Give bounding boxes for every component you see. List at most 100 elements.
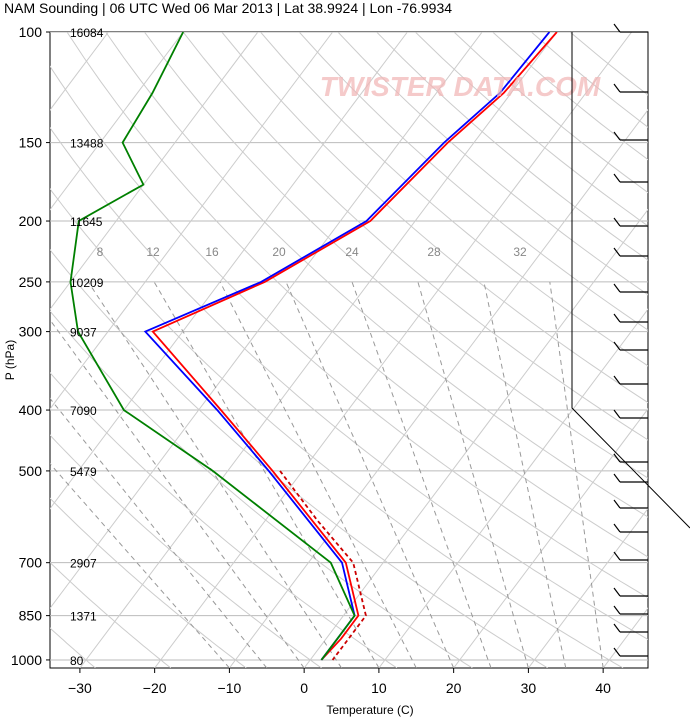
moist-adiabat	[50, 319, 305, 668]
y-tick-label: 400	[19, 402, 43, 418]
dry-adiabat	[50, 188, 624, 668]
y-tick-label: 1000	[11, 652, 42, 668]
wind-barb	[613, 247, 648, 257]
dry-adiabat	[50, 310, 473, 668]
mixing-ratio-label: 16	[205, 245, 219, 259]
series-line-2	[69, 32, 356, 661]
wind-barb	[613, 647, 648, 657]
wind-barb-flag	[613, 409, 621, 419]
wind-barb	[613, 313, 648, 323]
wind-barb-flag	[613, 605, 621, 615]
dry-adiabat	[182, 32, 648, 441]
height-label: 7090	[70, 404, 97, 418]
moist-adiabat	[87, 281, 342, 668]
wind-barb-flag	[613, 23, 621, 33]
wind-barb-flag	[613, 217, 621, 227]
wind-barb-flag	[613, 131, 621, 141]
y-tick-label: 250	[19, 274, 43, 290]
wind-barb	[613, 453, 648, 463]
wind-barb	[613, 587, 648, 597]
wind-barb-flag	[613, 587, 621, 597]
moist-adiabat	[549, 281, 604, 668]
dry-adiabat	[50, 372, 398, 668]
wind-barb	[613, 173, 648, 183]
dry-adiabat	[260, 32, 648, 367]
wind-barb	[613, 605, 648, 615]
x-tick-label: 30	[521, 680, 537, 696]
dry-adiabat	[50, 434, 322, 668]
isotherm-line	[378, 308, 648, 668]
wind-barb	[613, 623, 648, 633]
wind-barb	[613, 551, 648, 561]
x-tick-label: −30	[68, 680, 92, 696]
chart-title: NAM Sounding | 06 UTC Wed 06 Mar 2013 | …	[4, 0, 453, 16]
dry-adiabat	[50, 497, 247, 668]
dry-adiabat	[143, 32, 648, 479]
wind-barb	[613, 473, 648, 483]
moist-adiabat	[285, 281, 455, 668]
dry-adiabat	[530, 32, 648, 128]
mixing-ratio-label: 24	[345, 245, 359, 259]
moist-adiabat	[351, 281, 492, 668]
y-tick-label: 150	[19, 135, 43, 151]
moist-adiabat	[50, 397, 268, 668]
dry-adiabat	[337, 32, 648, 296]
wind-barb-flag	[613, 453, 621, 463]
watermark-logo: TWISTER DATA.COM	[320, 71, 601, 102]
dry-adiabat	[50, 249, 548, 668]
dry-adiabat	[50, 65, 648, 599]
dry-adiabat	[105, 32, 648, 518]
wind-barb-flag	[613, 473, 621, 483]
dry-adiabat	[50, 561, 172, 668]
wind-barb-flag	[613, 523, 621, 533]
x-tick-label: −20	[143, 680, 167, 696]
moist-adiabat	[50, 462, 230, 668]
y-tick-label: 700	[19, 555, 43, 571]
height-label: 11645	[70, 215, 103, 229]
height-label: 16084	[70, 26, 104, 40]
wind-barb-flag	[613, 247, 621, 257]
dry-adiabat	[66, 32, 648, 558]
height-label: 10209	[70, 276, 104, 290]
y-tick-label: 100	[19, 24, 43, 40]
x-tick-label: −10	[218, 680, 242, 696]
x-tick-label: 40	[595, 680, 611, 696]
isotherm-line	[50, 32, 259, 311]
wind-panel-border	[571, 32, 690, 529]
dry-adiabat	[50, 127, 648, 640]
mixing-ratio-label: 12	[146, 245, 160, 259]
wind-barb	[613, 375, 648, 385]
x-tick-label: 10	[371, 680, 387, 696]
dry-adiabat	[492, 32, 648, 161]
wind-barb-flag	[613, 647, 621, 657]
y-tick-label: 850	[19, 608, 43, 624]
height-label: 9037	[70, 326, 97, 340]
dry-adiabat	[298, 32, 648, 331]
moist-adiabat	[417, 281, 529, 668]
mixing-ratio-label: 8	[97, 245, 104, 259]
wind-barb-flag	[613, 375, 621, 385]
series-line-0	[151, 32, 558, 661]
wind-barb	[613, 283, 648, 293]
height-label: 2907	[70, 557, 97, 571]
isotherm-line	[453, 408, 648, 668]
wind-barb-flag	[613, 499, 621, 509]
mixing-ratio-label: 20	[272, 245, 286, 259]
height-label: 13488	[70, 137, 104, 151]
height-label: 80	[70, 654, 84, 668]
moist-adiabat	[153, 281, 380, 668]
y-tick-label: 300	[19, 324, 43, 340]
isotherm-line	[678, 32, 690, 668]
isotherm-line	[50, 32, 334, 410]
series-line-3	[279, 470, 367, 661]
wind-barb	[613, 83, 648, 93]
wind-barb-flag	[613, 83, 621, 93]
y-tick-label: 500	[19, 463, 43, 479]
moist-adiabat	[483, 281, 567, 668]
mixing-ratio-label: 28	[427, 245, 441, 259]
y-axis-label: P (hPa)	[3, 340, 17, 380]
wind-barb	[613, 409, 648, 419]
isotherm-line	[50, 32, 483, 610]
isotherm-line	[303, 208, 648, 668]
